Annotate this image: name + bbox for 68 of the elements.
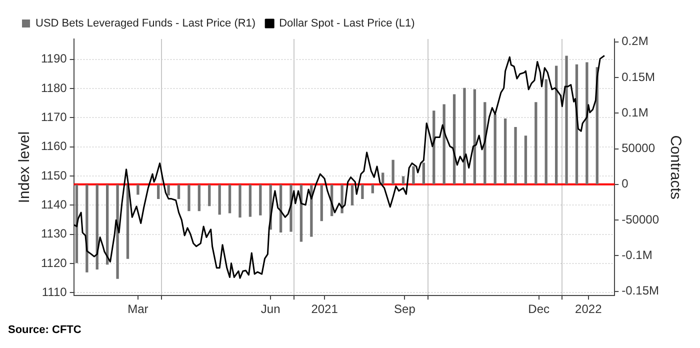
legend-label: Dollar Spot - Last Price (L1): [279, 18, 415, 30]
bar: [412, 166, 415, 184]
bar: [463, 88, 466, 184]
bar: [136, 184, 140, 195]
y-tick-label: 1150: [40, 168, 68, 182]
bar: [392, 160, 394, 184]
y2-tick-label: 0: [622, 176, 629, 191]
y-tick-label: 1110: [42, 284, 68, 299]
y-tick-label: 1190: [40, 52, 68, 66]
y-tick-label: 1170: [40, 110, 68, 124]
y-axis-title: Index level: [16, 131, 34, 204]
bar: [524, 136, 528, 184]
bar: [534, 102, 538, 184]
bar: [126, 184, 130, 259]
x-tick-label: Dec: [528, 302, 550, 316]
y2-tick-label: 0.2M: [622, 34, 648, 48]
bar: [350, 184, 354, 206]
bar: [218, 184, 221, 215]
bar: [340, 184, 344, 214]
legend-label: USD Bets Leveraged Funds - Last Price (R1): [36, 18, 256, 30]
bar: [565, 56, 568, 184]
bar: [494, 114, 496, 184]
x-tick-label: 2022: [575, 302, 602, 316]
bar: [116, 184, 119, 279]
bar: [259, 184, 262, 216]
bar: [402, 176, 405, 184]
y2-tick-label: -50000: [622, 212, 660, 226]
bar: [473, 89, 476, 184]
bar: [554, 66, 558, 184]
bar: [208, 184, 211, 206]
bar: [310, 184, 313, 237]
bar: [371, 184, 374, 194]
x-tick-label: 2021: [311, 302, 338, 316]
y-tick-label: 1130: [40, 226, 68, 241]
y2-tick-label: -0.1M: [622, 248, 652, 262]
y-tick-label: 1120: [40, 256, 68, 270]
bar: [422, 162, 425, 184]
bar: [177, 184, 180, 199]
y2-tick-label: 0.15M: [622, 70, 655, 84]
bar: [188, 184, 190, 212]
x-tick-label: Sep: [394, 302, 416, 316]
bar: [442, 104, 446, 184]
x-tick-label: Jun: [260, 302, 280, 316]
bar: [514, 127, 517, 184]
bar: [238, 184, 242, 218]
y-tick-label: 1180: [40, 80, 68, 95]
bar: [228, 184, 232, 214]
bar: [586, 62, 588, 184]
bar: [279, 184, 282, 232]
y-tick-label: 1160: [40, 139, 68, 154]
bar: [106, 184, 109, 265]
y2-tick-label: 0.1M: [622, 105, 648, 120]
y2-axis-title: Contracts: [666, 135, 684, 200]
y2-tick-label: -0.15M: [622, 284, 659, 298]
bar: [320, 184, 323, 222]
bar: [361, 184, 364, 199]
bar: [382, 172, 384, 184]
bar: [167, 184, 170, 196]
bar: [504, 118, 507, 184]
bar: [248, 184, 252, 217]
y2-tick-label: 50000: [622, 141, 656, 156]
y-tick-label: 1140: [40, 198, 68, 212]
bar: [544, 79, 548, 184]
bar: [198, 184, 201, 212]
bar: [157, 184, 160, 199]
source-note: Source: CFTC: [8, 324, 82, 336]
bar: [86, 184, 88, 272]
x-tick-label: Mar: [128, 302, 148, 316]
